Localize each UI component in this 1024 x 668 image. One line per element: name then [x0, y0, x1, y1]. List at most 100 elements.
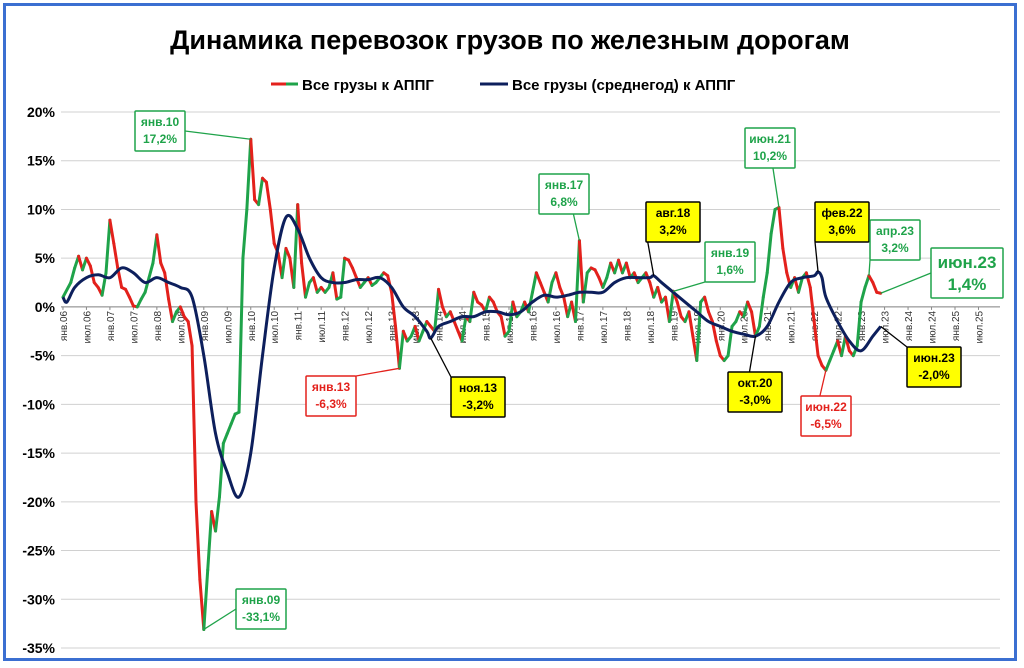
series-all-cargo-segment	[695, 300, 703, 363]
series-all-cargo-segment	[491, 300, 499, 314]
series-all-cargo-segment	[812, 320, 820, 358]
series-all-cargo-segment	[460, 315, 468, 343]
annotation-label: 3,2%	[881, 241, 909, 255]
chart-frame: Динамика перевозок грузов по железным до…	[3, 3, 1017, 661]
annotation-label: -3,2%	[462, 398, 494, 412]
x-tick-label: янв.16	[528, 310, 539, 341]
series-all-cargo-segment	[257, 176, 264, 207]
series-all-cargo-segment	[797, 276, 804, 294]
annotation-box	[869, 219, 921, 261]
annotation-leader	[819, 370, 827, 397]
series-all-cargo-segment	[171, 310, 178, 324]
annotation-leader	[184, 130, 251, 140]
series-all-cargo-segment	[816, 354, 824, 367]
x-tick-label: июл.07	[129, 310, 140, 343]
series-all-cargo-segment	[292, 203, 300, 289]
x-tick-label: июл.20	[740, 310, 751, 343]
series-all-cargo-segment	[155, 233, 163, 265]
x-tick-label: июл.09	[223, 310, 234, 343]
x-tick-label: янв.18	[622, 310, 633, 341]
y-tick-label: 15%	[27, 153, 56, 169]
series-all-cargo-segment	[214, 495, 221, 533]
y-tick-label: -30%	[22, 591, 55, 607]
annotation-label: июн.23	[938, 253, 997, 272]
series-all-cargo-segment	[703, 295, 711, 314]
annotation-leader	[203, 608, 237, 631]
series-all-cargo-segment	[804, 271, 812, 289]
x-tick-label: янв.13	[388, 310, 399, 341]
annotation-leader	[748, 336, 757, 373]
annotation-label: ноя.13	[459, 381, 497, 395]
annotation-label: 1,4%	[948, 275, 987, 294]
annotation-label: 1,6%	[716, 263, 744, 277]
series-all-cargo-segment	[127, 295, 135, 308]
annotation-label: 10,2%	[753, 149, 787, 163]
legend-label-all-cargo: Все грузы к АППГ	[302, 77, 434, 94]
series-all-cargo-segment	[350, 266, 358, 280]
annotation-box	[744, 127, 796, 169]
series-all-cargo-segment	[206, 510, 214, 572]
series-all-cargo-segment	[675, 300, 683, 319]
y-tick-label: 20%	[27, 104, 56, 120]
annotation-leader	[772, 167, 780, 208]
series-all-cargo-segment	[221, 432, 229, 445]
annotation-label: 3,2%	[659, 223, 687, 237]
annotation-box	[814, 201, 870, 243]
series-all-cargo-segment	[413, 324, 421, 343]
series-all-cargo-segment	[178, 305, 186, 319]
y-tick-label: -10%	[22, 396, 55, 412]
annotation-label: -3,0%	[739, 393, 771, 407]
series-all-cargo-segment	[61, 281, 73, 299]
series-all-cargo-segment	[742, 300, 750, 319]
series-all-cargo-segment	[300, 261, 308, 299]
annotation-label: янв.17	[545, 178, 584, 192]
series-all-cargo-segment	[875, 290, 883, 295]
x-tick-label: янв.23	[857, 310, 868, 341]
x-tick-label: июл.21	[787, 310, 798, 343]
series-all-cargo-segment	[859, 285, 867, 304]
series-all-cargo-segment	[284, 246, 292, 260]
series-all-cargo-segment	[440, 305, 448, 319]
series-all-cargo-segment	[765, 232, 773, 275]
y-tick-label: 5%	[35, 250, 56, 266]
annotation-label: авг.18	[656, 206, 691, 220]
annotation-leader	[868, 259, 871, 276]
y-tick-label: -20%	[22, 494, 55, 510]
x-tick-label: янв.17	[575, 310, 586, 341]
series-all-cargo-segment	[147, 261, 155, 280]
x-tick-label: янв.09	[200, 310, 211, 341]
x-tick-label: июл.18	[646, 310, 657, 343]
series-all-cargo-segment	[667, 289, 675, 324]
series-all-cargo-segment	[777, 206, 785, 250]
annotation-box	[727, 371, 783, 413]
x-tick-label: янв.19	[669, 310, 680, 341]
series-all-cargo-segment	[871, 281, 879, 294]
series-all-cargo-segment	[143, 276, 151, 294]
series-all-cargo-segment	[863, 274, 871, 289]
series-all-cargo-segment	[824, 359, 832, 372]
annotation-label: июн.21	[749, 132, 791, 146]
y-tick-label: -15%	[22, 445, 55, 461]
x-tick-label: янв.06	[59, 310, 70, 341]
series-all-cargo-segment	[507, 300, 515, 333]
annotation-label: янв.09	[242, 593, 281, 607]
annotation-label: 17,2%	[143, 132, 177, 146]
annotation-box	[906, 346, 962, 388]
series-all-cargo-segment	[534, 271, 542, 285]
series-all-cargo-segment	[714, 339, 722, 358]
series-all-cargo-segment	[746, 300, 754, 314]
series-all-cargo-segment	[311, 276, 319, 294]
annotation-label: 6,8%	[550, 195, 578, 209]
series-all-cargo-segment	[159, 261, 167, 275]
annotation-box	[704, 241, 756, 283]
annotation-label: -6,3%	[315, 397, 347, 411]
annotation-box	[645, 201, 701, 243]
annotation-box	[235, 588, 287, 630]
y-tick-label: -25%	[22, 543, 55, 559]
series-all-cargo-segment	[437, 287, 444, 309]
series-all-cargo-segment	[417, 329, 425, 343]
series-all-cargo-segment	[190, 344, 198, 504]
rail-freight-chart: Динамика перевозок грузов по железным до…	[22, 25, 1004, 656]
x-tick-label: июл.17	[599, 310, 610, 343]
annotation-label: -33,1%	[242, 610, 280, 624]
